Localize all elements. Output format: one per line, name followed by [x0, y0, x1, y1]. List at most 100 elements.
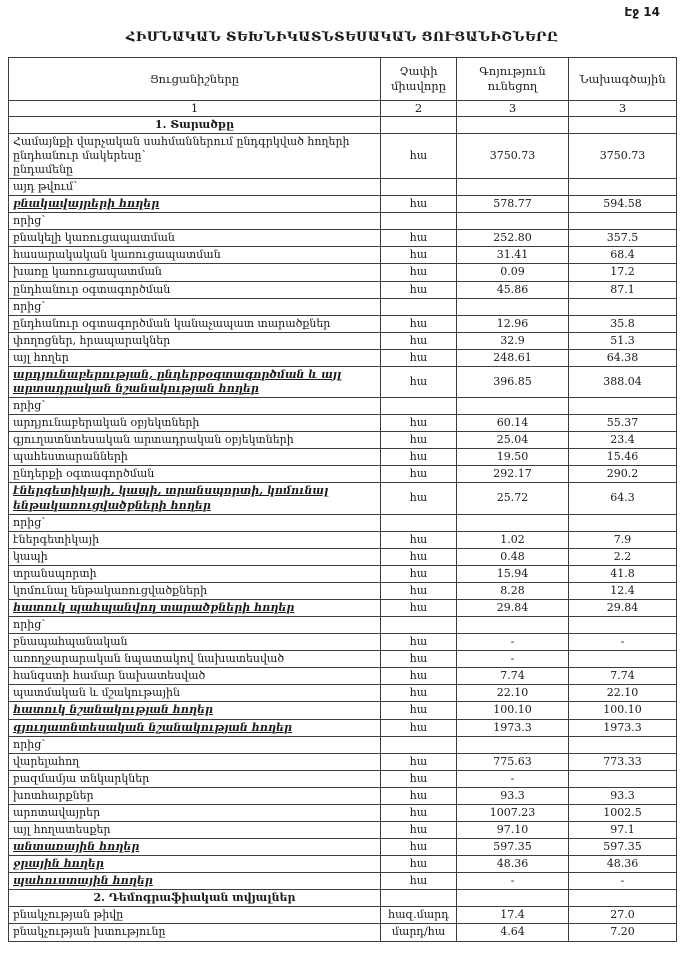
projected-value-cell	[568, 115, 677, 134]
unit-cell: հա	[380, 414, 457, 433]
indicator-cell: այլ հողեր	[8, 348, 381, 367]
indicator-cell: որից՝	[8, 616, 381, 635]
projected-value-cell: 41.8	[568, 564, 677, 583]
projected-value-cell: 64.3	[568, 482, 677, 515]
projected-value-cell: 357.5	[568, 229, 677, 248]
table-row: հատուկ պահպանվող տարածքների հողեր հա 29.84…	[8, 598, 677, 618]
projected-value-cell: 48.36	[568, 855, 677, 874]
unit-cell: հա	[380, 803, 457, 823]
existing-value-cell: 17.4	[456, 906, 569, 925]
indicator-cell: կոմունալ ենթակառուցվածքների	[8, 581, 381, 600]
existing-value-cell: 12.96	[456, 314, 569, 333]
header-projected: Նախագծային	[568, 57, 677, 101]
table-row: փողոցներ, հրապարակներ հա 32.9 51.3	[8, 331, 677, 350]
table-row: պատմական և մշակութային հա 22.10 22.10	[8, 684, 677, 703]
table-row: որից՝	[8, 616, 677, 635]
table-row: առողջարարական նպատակով նախատեսված հա -	[8, 650, 677, 669]
projected-value-cell: 87.1	[568, 280, 677, 299]
unit-cell: հա	[380, 667, 457, 686]
unit-cell	[380, 889, 457, 908]
table-row: պահուստային հողեր հա - -	[8, 872, 677, 891]
table-row: պահեստարանների հա 19.50 15.46	[8, 448, 677, 467]
unit-cell	[380, 616, 457, 635]
table-row: բնակավայրերի հողեր հա 578.77 594.58	[8, 195, 677, 214]
unit-cell: հա	[380, 547, 457, 566]
unit-cell: հազ.մարդ	[380, 906, 457, 925]
column-number-row: 1 2 3 3	[8, 100, 677, 117]
unit-cell: հա	[380, 132, 457, 180]
projected-value-cell	[568, 513, 677, 532]
existing-value-cell	[456, 212, 569, 231]
indicator-cell: տրանսպորտի	[8, 564, 381, 583]
indicator-cell: այդ թվում՝	[8, 178, 381, 197]
section-row: 2. Դեմոգրաֆիական տվյալներ	[8, 889, 677, 908]
projected-value-cell: 55.37	[568, 414, 677, 433]
existing-value-cell: 0.09	[456, 263, 569, 282]
existing-value-cell	[456, 889, 569, 908]
unit-cell	[380, 735, 457, 754]
indicator-cell: էներգետիկայի, կապի, տրանսպորտի, կոմունալ…	[8, 482, 381, 515]
table-row: որից՝	[8, 735, 677, 754]
column-number: 2	[380, 100, 457, 117]
table-row: բնակչության խտությունը մարդ/հա 4.64 7.20	[8, 923, 677, 942]
existing-value-cell: 3750.73	[456, 132, 569, 180]
table-row: հասարակական կառուցապատման հա 31.41 68.4	[8, 246, 677, 265]
projected-value-cell: 15.46	[568, 448, 677, 467]
projected-value-cell	[568, 178, 677, 197]
existing-value-cell: 248.61	[456, 348, 569, 367]
indicator-cell: պահեստարանների	[8, 448, 381, 467]
existing-value-cell	[456, 513, 569, 532]
unit-cell: հա	[380, 229, 457, 248]
existing-value-cell	[456, 115, 569, 134]
existing-value-cell	[456, 178, 569, 197]
indicator-cell: պատմական և մշակութային	[8, 684, 381, 703]
unit-cell: հա	[380, 246, 457, 265]
existing-value-cell: 1973.3	[456, 718, 569, 737]
projected-value-cell: 68.4	[568, 246, 677, 265]
indicator-cell: այլ հողատեսքեր	[8, 820, 381, 840]
unit-cell: հա	[380, 684, 457, 703]
existing-value-cell: -	[456, 650, 569, 669]
projected-value-cell: 597.35	[568, 838, 677, 857]
indicator-cell: փողոցներ, հրապարակներ	[8, 331, 381, 350]
unit-cell: հա	[380, 530, 457, 549]
unit-cell	[380, 212, 457, 231]
indicator-cell: առողջարարական նպատակով նախատեսված	[8, 650, 381, 669]
table-body: 1. Տարածքը Համայնքի վարչական սահմաններում…	[8, 115, 677, 942]
table-row: էներգետիկայի, կապի, տրանսպորտի, կոմունալ…	[8, 482, 677, 515]
unit-cell	[380, 115, 457, 134]
indicator-cell: բնապահպանական	[8, 633, 381, 652]
table-row: խոտհարքներ հա 93.3 93.3	[8, 786, 677, 805]
unit-cell: հա	[380, 752, 457, 771]
existing-value-cell: 100.10	[456, 701, 569, 720]
existing-value-cell: 292.17	[456, 465, 569, 484]
table-row: հանգստի համար նախատեսված հա 7.74 7.74	[8, 667, 677, 686]
unit-cell: հա	[380, 564, 457, 583]
projected-value-cell	[568, 769, 677, 788]
indicator-cell: որից՝	[8, 212, 381, 231]
indicator-cell: բնակչության թիվը	[8, 906, 381, 925]
projected-value-cell: 12.4	[568, 581, 677, 600]
projected-value-cell: 594.58	[568, 195, 677, 214]
existing-value-cell: 29.84	[456, 598, 569, 618]
unit-cell: հա	[380, 280, 457, 299]
table-row: էներգետիկայի հա 1.02 7.9	[8, 530, 677, 549]
table-row: արոտավայրեր հա 1007.23 1002.5	[8, 803, 677, 823]
projected-value-cell: 23.4	[568, 431, 677, 450]
projected-value-cell: 773.33	[568, 752, 677, 771]
indicator-cell: ընդերքի օգտագործման	[8, 465, 381, 484]
unit-cell: հա	[380, 820, 457, 840]
table-row: որից՝	[8, 513, 677, 532]
indicator-cell: հատուկ նշանակության հողեր	[8, 701, 381, 720]
unit-cell: հա	[380, 786, 457, 805]
projected-value-cell	[568, 889, 677, 908]
table-row: այլ հողատեսքեր հա 97.10 97.1	[8, 820, 677, 840]
table-row: որից՝	[8, 397, 677, 416]
projected-value-cell: 1002.5	[568, 803, 677, 823]
existing-value-cell: 15.94	[456, 564, 569, 583]
indicator-cell: խոտհարքներ	[8, 786, 381, 805]
indicator-cell: անտառային հողեր	[8, 838, 381, 857]
header-row: Ցուցանիշները Չափի միավորը Գոյություն ուն…	[8, 57, 677, 101]
existing-value-cell: 19.50	[456, 448, 569, 467]
unit-cell: հա	[380, 263, 457, 282]
